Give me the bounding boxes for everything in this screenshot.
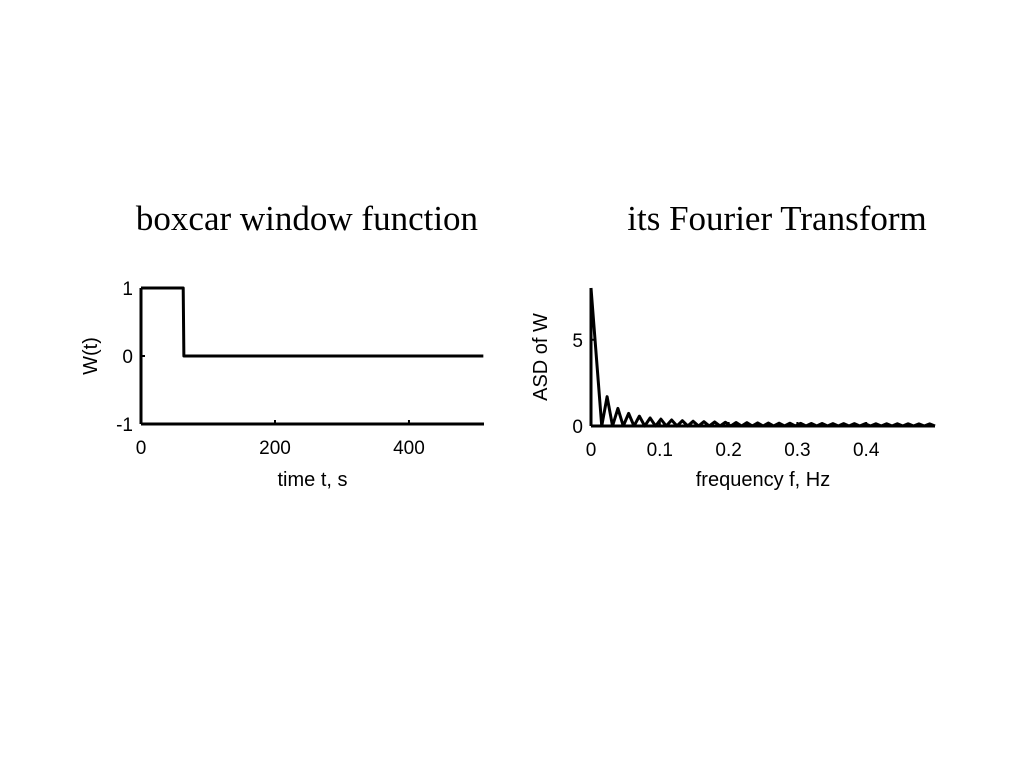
- x-axis-label: frequency f, Hz: [696, 469, 831, 491]
- x-tick-label: 0: [136, 438, 147, 459]
- y-axis-label: W(t): [80, 337, 102, 375]
- x-tick-label: 400: [393, 438, 425, 459]
- y-tick-label: 0: [572, 417, 583, 438]
- x-axis-label: time t, s: [277, 469, 347, 491]
- x-tick-label: 0.2: [715, 440, 741, 461]
- y-tick-label: 1: [122, 279, 133, 300]
- y-tick-label: 0: [122, 347, 133, 368]
- x-tick-label: 0: [586, 440, 597, 461]
- y-tick-label: 5: [572, 331, 583, 352]
- data-line: [141, 286, 484, 358]
- x-tick-label: 0.4: [853, 440, 880, 461]
- x-tick-label: 200: [259, 438, 291, 459]
- data-line: [589, 287, 936, 428]
- chart-title: boxcar window function: [136, 199, 478, 238]
- y-tick-label: -1: [116, 415, 133, 436]
- x-tick-label: 0.3: [784, 440, 810, 461]
- x-tick-label: 0.1: [647, 440, 673, 461]
- chart-title: its Fourier Transform: [627, 199, 926, 238]
- y-axis-label: ASD of W: [530, 313, 552, 401]
